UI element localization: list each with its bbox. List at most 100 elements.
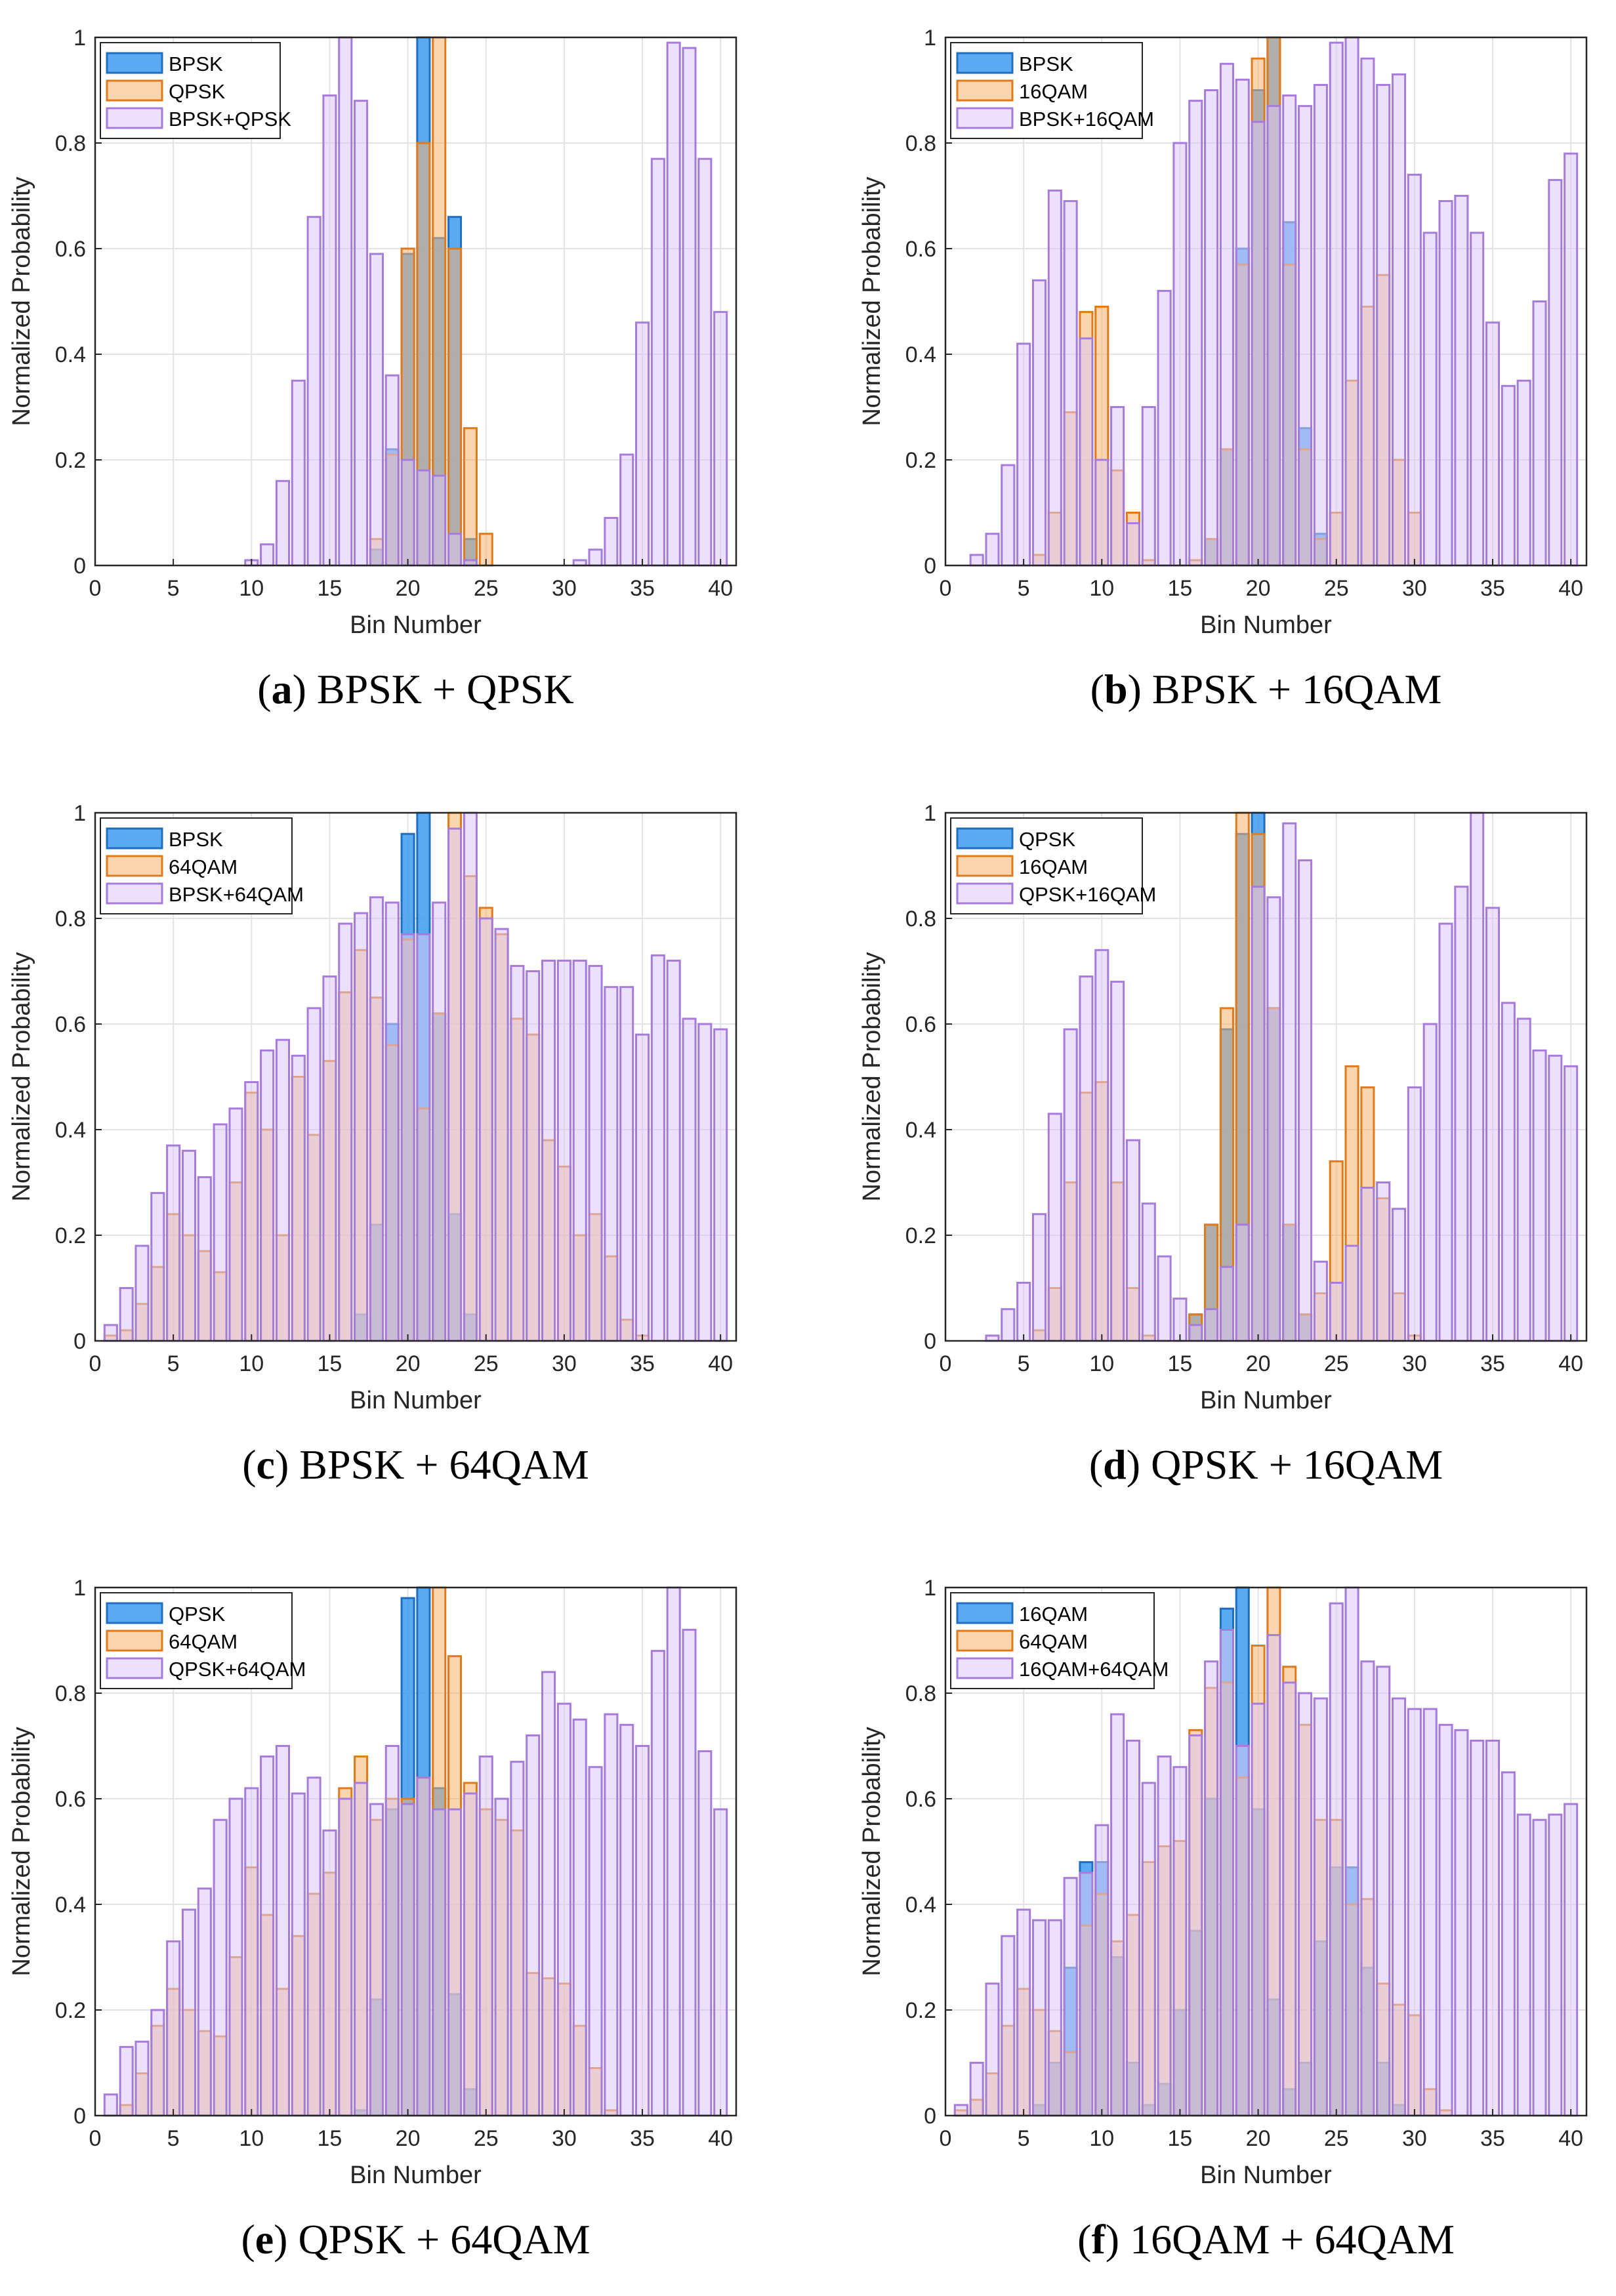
x-tick-label: 40 (1558, 2126, 1583, 2151)
caption-text: ) QPSK + 16QAM (1127, 1441, 1443, 1488)
bar (953, 2104, 968, 2117)
bar (682, 1017, 697, 1342)
bar (447, 827, 463, 1342)
y-tick-label: 0 (924, 2104, 936, 2129)
x-tick-label: 20 (1246, 1351, 1271, 1376)
bar (103, 2093, 118, 2117)
axes-frame (94, 1586, 737, 2117)
bar (697, 1750, 713, 2117)
x-tick-label: 25 (1324, 2126, 1349, 2151)
x-tick-label: 15 (318, 1351, 342, 1376)
x-axis-label: Bin Number (350, 1387, 482, 1414)
panel-caption: (e) QPSK + 64QAM (241, 2216, 590, 2263)
bar (1470, 1739, 1485, 2117)
bar (1266, 105, 1281, 567)
x-tick-label: 10 (1089, 576, 1114, 601)
bar (463, 1792, 478, 2117)
y-tick-label: 0.6 (905, 237, 936, 262)
bar (338, 36, 353, 567)
y-tick-label: 0.2 (55, 448, 86, 473)
bar (1141, 1782, 1156, 2117)
bar (1298, 105, 1313, 567)
legend: BPSK 16QAM BPSK+16QAM (950, 42, 1154, 139)
y-tick-label: 0 (924, 554, 936, 579)
bar (1501, 1002, 1516, 1342)
bar (432, 474, 447, 567)
bar (1516, 1017, 1531, 1342)
y-tick-label: 0.4 (905, 1118, 936, 1143)
bar (181, 1149, 197, 1342)
y-tick-label: 0.8 (55, 131, 86, 156)
caption-text: ) BPSK + 64QAM (275, 1441, 589, 1488)
legend-label: 64QAM (169, 1630, 238, 1653)
bar (666, 1586, 681, 2117)
bar (1532, 1818, 1547, 2117)
y-tick-label: 1 (73, 801, 86, 826)
y-tick-label: 0.6 (905, 1787, 936, 1812)
x-tick-label: 5 (1018, 1351, 1030, 1376)
x-tick-label: 0 (89, 2126, 102, 2151)
bar (1548, 178, 1563, 567)
y-tick-label: 0.8 (905, 907, 936, 932)
panel-caption: (a) BPSK + QPSK (257, 666, 573, 712)
x-tick-label: 35 (630, 1351, 655, 1376)
legend-swatch (956, 1602, 1014, 1624)
bar (432, 901, 447, 1342)
bar (291, 379, 306, 567)
bar (682, 1628, 697, 2117)
bar (1047, 1113, 1062, 1342)
legend: QPSK 64QAM QPSK+64QAM (100, 1592, 306, 1689)
bar (1392, 73, 1407, 567)
legend-label: BPSK (169, 828, 223, 851)
bar (1172, 142, 1188, 567)
x-tick-label: 25 (1324, 576, 1349, 601)
bar (1470, 811, 1485, 1342)
x-tick-label: 10 (1089, 1351, 1114, 1376)
bar (634, 1745, 650, 2117)
legend-label: BPSK+16QAM (1019, 108, 1154, 131)
bar (713, 1028, 728, 1342)
bar (1110, 1713, 1125, 2117)
bar (1251, 1702, 1266, 2117)
bar (1407, 1086, 1422, 1342)
x-tick-label: 10 (239, 576, 264, 601)
series-bpsk-64qam (103, 811, 728, 1342)
series-bpsk-qpsk (244, 36, 728, 567)
bar (1079, 337, 1094, 567)
bar (1047, 189, 1062, 567)
bar (384, 901, 400, 1342)
bar (1079, 975, 1094, 1342)
caption-panel-letter: b (1104, 666, 1128, 712)
x-tick-label: 0 (89, 1351, 102, 1376)
bar (1001, 1308, 1016, 1342)
bar (416, 933, 431, 1342)
bar (103, 1324, 118, 1342)
bar (275, 480, 290, 567)
y-axis-label: Normalized Probability (858, 1727, 886, 1976)
y-tick-label: 1 (924, 1576, 936, 1601)
y-tick-label: 0.4 (55, 1118, 86, 1143)
bar (135, 2040, 150, 2117)
bar (1298, 859, 1313, 1342)
bar (969, 554, 984, 567)
bar (369, 253, 384, 567)
x-tick-label: 30 (1402, 576, 1427, 601)
caption-panel-letter: e (255, 2216, 274, 2263)
caption-panel-letter: a (272, 666, 293, 712)
bar (1564, 1065, 1579, 1342)
bar (1094, 949, 1109, 1342)
x-tick-label: 15 (318, 576, 342, 601)
x-tick-label: 10 (239, 1351, 264, 1376)
bar (166, 1144, 181, 1342)
bar (650, 954, 665, 1342)
y-tick-label: 0.2 (905, 448, 936, 473)
x-tick-label: 40 (708, 576, 733, 601)
legend-swatch (956, 1657, 1014, 1679)
x-tick-label: 5 (167, 2126, 180, 2151)
bar (713, 1808, 728, 2117)
bar (526, 1734, 541, 2117)
bar (135, 1244, 150, 1342)
chart-panel-c: 0 5 10 15 20 25 30 35 40 0 0.2 0.4 0.6 0.8 1 Bin Number… (8, 801, 737, 1488)
bar (1204, 1308, 1219, 1342)
bar (634, 321, 650, 567)
